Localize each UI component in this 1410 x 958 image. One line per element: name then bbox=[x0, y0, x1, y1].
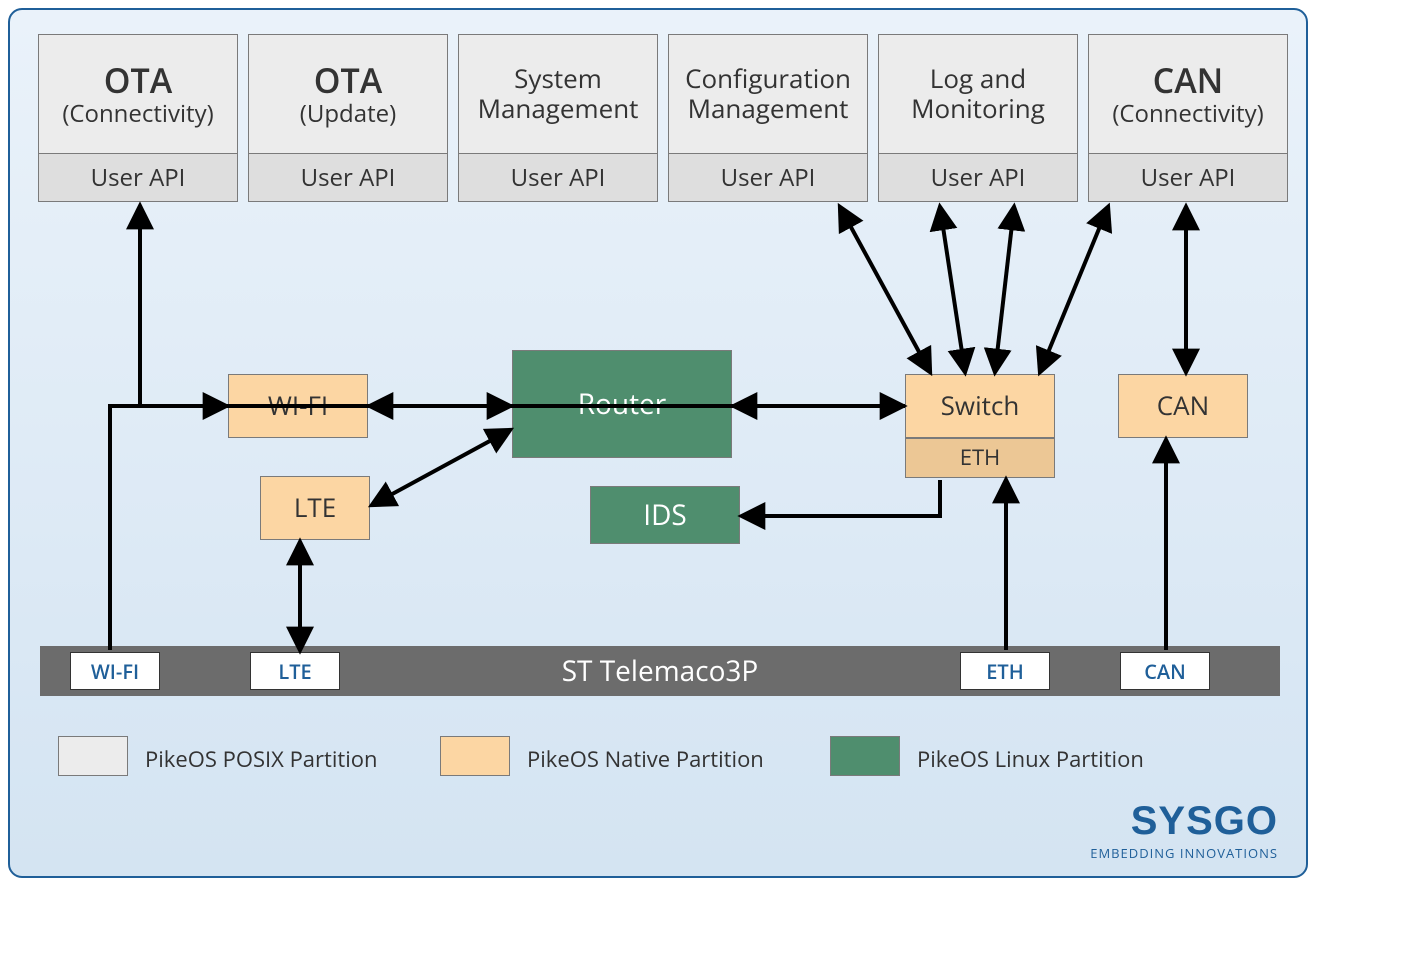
legend-label-posix: PikeOS POSIX Partition bbox=[145, 744, 378, 774]
native-switch: Switch bbox=[905, 374, 1055, 438]
title-big: OTA bbox=[62, 61, 213, 100]
title-line2: Management bbox=[688, 90, 849, 126]
arrow-switch-to-log1 bbox=[940, 207, 965, 372]
logo-tagline: EMBEDDING INNOVATIONS bbox=[1090, 844, 1278, 862]
legend-label-native: PikeOS Native Partition bbox=[527, 744, 764, 774]
arrow-switch-to-ids bbox=[742, 480, 940, 516]
title-sub: (Update) bbox=[300, 100, 396, 128]
arrow-lte-to-router bbox=[372, 430, 510, 505]
posix-title: OTA (Connectivity) bbox=[39, 35, 237, 153]
posix-configuration-management: Configuration Management User API bbox=[668, 34, 868, 202]
hw-port-wifi: WI-FI bbox=[70, 652, 160, 690]
posix-log-monitoring: Log and Monitoring User API bbox=[878, 34, 1078, 202]
posix-title: System Management bbox=[459, 35, 657, 153]
native-lte: LTE bbox=[260, 476, 370, 540]
posix-ota-update: OTA (Update) User API bbox=[248, 34, 448, 202]
hw-port-can: CAN bbox=[1120, 652, 1210, 690]
linux-router: Router bbox=[512, 350, 732, 458]
posix-can-connectivity: CAN (Connectivity) User API bbox=[1088, 34, 1288, 202]
posix-ota-connectivity: OTA (Connectivity) User API bbox=[38, 34, 238, 202]
diagram-frame: OTA (Connectivity) User API OTA (Update)… bbox=[8, 8, 1308, 878]
native-wifi: WI-FI bbox=[228, 374, 368, 438]
linux-ids: IDS bbox=[590, 486, 740, 544]
title-big: OTA bbox=[300, 61, 396, 100]
user-api-label: User API bbox=[39, 153, 237, 201]
arrow-hwwifi-to-wifi bbox=[110, 406, 226, 650]
user-api-label: User API bbox=[249, 153, 447, 201]
user-api-label: User API bbox=[879, 153, 1077, 201]
diagram-canvas: OTA (Connectivity) User API OTA (Update)… bbox=[0, 0, 1410, 958]
posix-title: Log and Monitoring bbox=[879, 35, 1077, 153]
hw-port-lte: LTE bbox=[250, 652, 340, 690]
legend-label-linux: PikeOS Linux Partition bbox=[917, 744, 1144, 774]
hw-port-eth: ETH bbox=[960, 652, 1050, 690]
posix-title: Configuration Management bbox=[669, 35, 867, 153]
legend-swatch-linux bbox=[830, 736, 900, 776]
sysgo-logo: SYSGO EMBEDDING INNOVATIONS bbox=[1090, 799, 1278, 862]
arrow-switch-to-canconn bbox=[1040, 207, 1108, 372]
title-line2: Management bbox=[478, 90, 639, 126]
user-api-label: User API bbox=[669, 153, 867, 201]
title-sub: (Connectivity) bbox=[1112, 100, 1263, 128]
arrow-switch-to-cfg bbox=[840, 207, 930, 372]
logo-brand: SYSGO bbox=[1090, 799, 1278, 844]
posix-title: OTA (Update) bbox=[249, 35, 447, 153]
title-big: CAN bbox=[1112, 61, 1263, 100]
hardware-bar: ST Telemaco3P bbox=[40, 646, 1280, 696]
arrow-switch-to-log2 bbox=[995, 207, 1014, 372]
legend-swatch-posix bbox=[58, 736, 128, 776]
title-sub: (Connectivity) bbox=[62, 100, 213, 128]
title-line2: Monitoring bbox=[911, 90, 1045, 126]
legend-swatch-native bbox=[440, 736, 510, 776]
user-api-label: User API bbox=[1089, 153, 1287, 201]
native-eth: ETH bbox=[905, 438, 1055, 478]
native-can: CAN bbox=[1118, 374, 1248, 438]
posix-title: CAN (Connectivity) bbox=[1089, 35, 1287, 153]
posix-system-management: System Management User API bbox=[458, 34, 658, 202]
user-api-label: User API bbox=[459, 153, 657, 201]
